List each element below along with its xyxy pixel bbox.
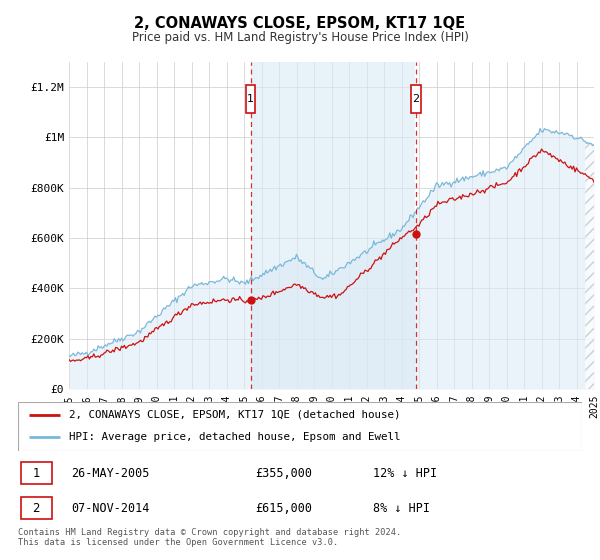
FancyBboxPatch shape: [21, 462, 52, 484]
Text: 07-NOV-2014: 07-NOV-2014: [71, 502, 150, 515]
Text: 2, CONAWAYS CLOSE, EPSOM, KT17 1QE: 2, CONAWAYS CLOSE, EPSOM, KT17 1QE: [134, 16, 466, 31]
Text: 26-MAY-2005: 26-MAY-2005: [71, 466, 150, 480]
FancyBboxPatch shape: [246, 85, 256, 113]
Text: 2: 2: [412, 94, 419, 104]
Text: 12% ↓ HPI: 12% ↓ HPI: [373, 466, 437, 480]
Text: 2: 2: [32, 502, 40, 515]
Text: HPI: Average price, detached house, Epsom and Ewell: HPI: Average price, detached house, Epso…: [69, 432, 400, 442]
Text: £355,000: £355,000: [255, 466, 312, 480]
FancyBboxPatch shape: [21, 497, 52, 520]
FancyBboxPatch shape: [411, 85, 421, 113]
Text: £615,000: £615,000: [255, 502, 312, 515]
Text: 1: 1: [247, 94, 254, 104]
Text: 2, CONAWAYS CLOSE, EPSOM, KT17 1QE (detached house): 2, CONAWAYS CLOSE, EPSOM, KT17 1QE (deta…: [69, 410, 400, 420]
FancyBboxPatch shape: [18, 402, 582, 451]
Text: 1: 1: [32, 466, 40, 480]
Text: Price paid vs. HM Land Registry's House Price Index (HPI): Price paid vs. HM Land Registry's House …: [131, 31, 469, 44]
Text: Contains HM Land Registry data © Crown copyright and database right 2024.
This d: Contains HM Land Registry data © Crown c…: [18, 528, 401, 547]
Text: 8% ↓ HPI: 8% ↓ HPI: [373, 502, 430, 515]
